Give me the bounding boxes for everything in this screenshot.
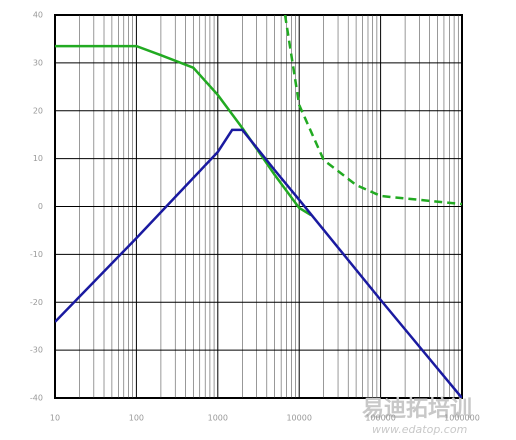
- y-tick-label: -40: [30, 394, 43, 403]
- x-tick-label: 10000: [286, 414, 311, 423]
- line-series: [55, 128, 462, 398]
- x-tick-label: 100: [129, 414, 144, 423]
- line-series: [283, 15, 462, 206]
- x-tick-label: 100000: [365, 414, 396, 423]
- y-tick-label: 10: [33, 154, 43, 163]
- y-tick-label: -10: [30, 250, 43, 259]
- x-tick-label: 1000000: [444, 414, 480, 423]
- x-tick-label: 10: [50, 414, 60, 423]
- y-tick-label: 30: [33, 58, 43, 67]
- watermark-url: www.edatop.com: [372, 423, 467, 436]
- watermark: 易迪拓培训: [362, 396, 472, 422]
- y-tick-label: 40: [33, 11, 43, 20]
- line-series: [55, 44, 312, 217]
- y-tick-label: -20: [30, 298, 43, 307]
- y-tick-label: 20: [33, 106, 43, 115]
- y-tick-label: -30: [30, 346, 43, 355]
- y-tick-label: 0: [38, 202, 43, 211]
- x-tick-label: 1000: [208, 414, 228, 423]
